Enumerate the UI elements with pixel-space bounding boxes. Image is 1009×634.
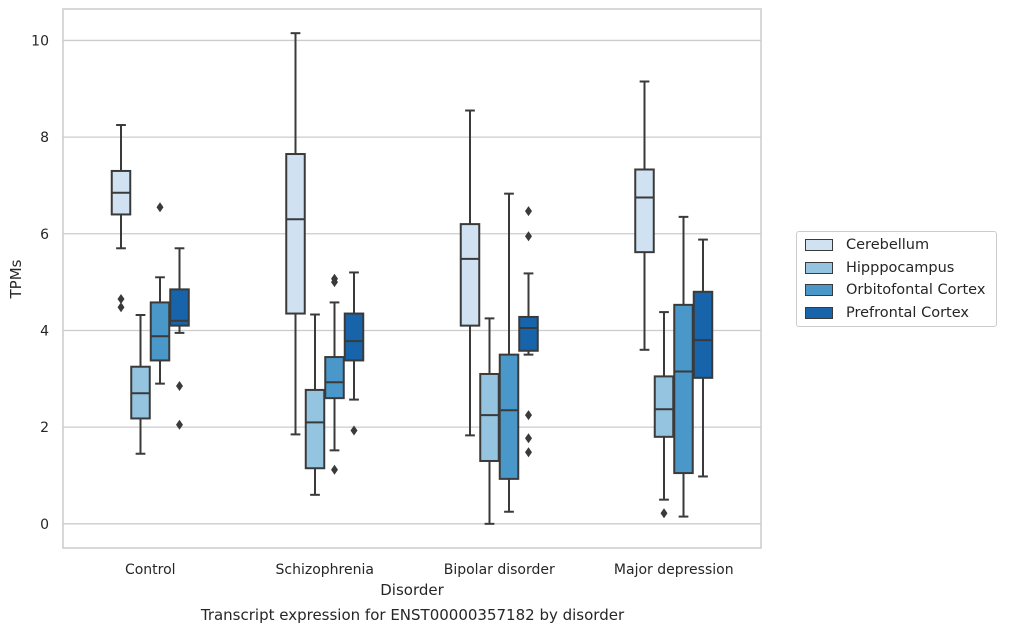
box-orbitofontal-cortex-control bbox=[149, 202, 171, 385]
legend-swatch-orbitofrontal bbox=[805, 284, 833, 296]
legend-swatch-prefrontal bbox=[805, 307, 833, 319]
box-cerebellum-major-depression bbox=[634, 80, 655, 351]
outlier-point bbox=[525, 447, 532, 458]
box-cerebellum-bipolar-disorder bbox=[459, 109, 481, 437]
outlier-point bbox=[525, 206, 532, 217]
box-orbitofontal-cortex-schizophrenia bbox=[324, 273, 345, 475]
y-tick-label-6: 6 bbox=[40, 227, 49, 243]
box-prefrontal-cortex-major-depression bbox=[692, 238, 714, 478]
box-cerebellum-schizophrenia bbox=[285, 32, 306, 436]
box-iqr bbox=[459, 223, 481, 327]
outlier-point bbox=[156, 202, 164, 213]
legend-item-orbitofrontal: Orbitofontal Cortex bbox=[805, 280, 985, 300]
box-hipppocampus-control bbox=[130, 313, 151, 455]
x-tick-labels: Control Schizophrenia Bipolar disorder Majo… bbox=[125, 562, 734, 578]
box-iqr bbox=[479, 372, 500, 462]
box-prefrontal-cortex-schizophrenia bbox=[343, 271, 365, 436]
box-series bbox=[110, 32, 714, 525]
legend-item-hippocampus: Hipppocampus bbox=[805, 258, 954, 278]
box-iqr bbox=[324, 356, 345, 400]
plot-area bbox=[63, 9, 761, 548]
box-iqr bbox=[169, 288, 190, 327]
legend-swatch-cerebellum bbox=[805, 239, 833, 251]
y-axis-label: TPMs bbox=[7, 259, 25, 299]
legend: Cerebellum Hipppocampus Orbitofontal Cor… bbox=[796, 231, 997, 327]
box-prefrontal-cortex-control bbox=[169, 247, 190, 430]
outlier-point bbox=[525, 433, 532, 444]
plot-frame bbox=[62, 8, 762, 549]
legend-swatch-hippocampus bbox=[805, 262, 833, 274]
outlier-point bbox=[176, 419, 183, 430]
outlier-point bbox=[117, 302, 125, 313]
outlier-point bbox=[176, 381, 183, 392]
legend-label-orbitofrontal: Orbitofontal Cortex bbox=[846, 282, 986, 298]
box-iqr bbox=[498, 353, 520, 480]
outlier-point bbox=[350, 425, 358, 436]
box-iqr bbox=[518, 315, 539, 352]
legend-label-prefrontal: Prefrontal Cortex bbox=[846, 305, 969, 321]
legend-label-hippocampus: Hipppocampus bbox=[846, 260, 955, 276]
box-iqr bbox=[634, 168, 655, 254]
box-orbitofontal-cortex-bipolar-disorder bbox=[498, 192, 520, 513]
legend-item-prefrontal: Prefrontal Cortex bbox=[805, 303, 969, 323]
box-iqr bbox=[304, 388, 326, 470]
box-iqr bbox=[673, 303, 694, 475]
box-prefrontal-cortex-bipolar-disorder bbox=[518, 206, 539, 458]
y-tick-label-4: 4 bbox=[40, 323, 49, 339]
x-axis-label: Disorder bbox=[380, 581, 444, 599]
outlier-point bbox=[660, 508, 668, 519]
x-tick-label-bipolar-disorder: Bipolar disorder bbox=[444, 562, 555, 578]
y-tick-label-0: 0 bbox=[40, 517, 49, 533]
x-tick-label-schizophrenia: Schizophrenia bbox=[276, 562, 374, 578]
box-cerebellum-control bbox=[110, 124, 132, 313]
legend-item-cerebellum: Cerebellum bbox=[805, 235, 929, 255]
box-iqr bbox=[285, 153, 306, 315]
legend-label-cerebellum: Cerebellum bbox=[846, 237, 930, 253]
x-tick-label-control: Control bbox=[125, 562, 176, 578]
outlier-point bbox=[525, 231, 532, 242]
y-tick-label-8: 8 bbox=[40, 130, 49, 146]
y-tick-label-10: 10 bbox=[31, 33, 49, 49]
outlier-point bbox=[331, 277, 338, 288]
box-hipppocampus-schizophrenia bbox=[304, 313, 326, 496]
outlier-point bbox=[331, 464, 338, 475]
chart-caption: Transcript expression for ENST0000035718… bbox=[200, 606, 625, 624]
y-tick-labels: 0 2 4 6 8 10 bbox=[31, 33, 49, 532]
box-hipppocampus-bipolar-disorder bbox=[479, 317, 500, 525]
box-iqr bbox=[343, 312, 365, 362]
outlier-point bbox=[525, 410, 532, 421]
box-orbitofontal-cortex-major-depression bbox=[673, 215, 694, 518]
box-iqr bbox=[653, 375, 675, 438]
y-tick-label-2: 2 bbox=[40, 420, 49, 436]
x-tick-label-major-depression: Major depression bbox=[614, 562, 734, 578]
outlier-point bbox=[117, 294, 125, 305]
box-iqr bbox=[692, 290, 714, 379]
box-iqr bbox=[149, 301, 171, 362]
